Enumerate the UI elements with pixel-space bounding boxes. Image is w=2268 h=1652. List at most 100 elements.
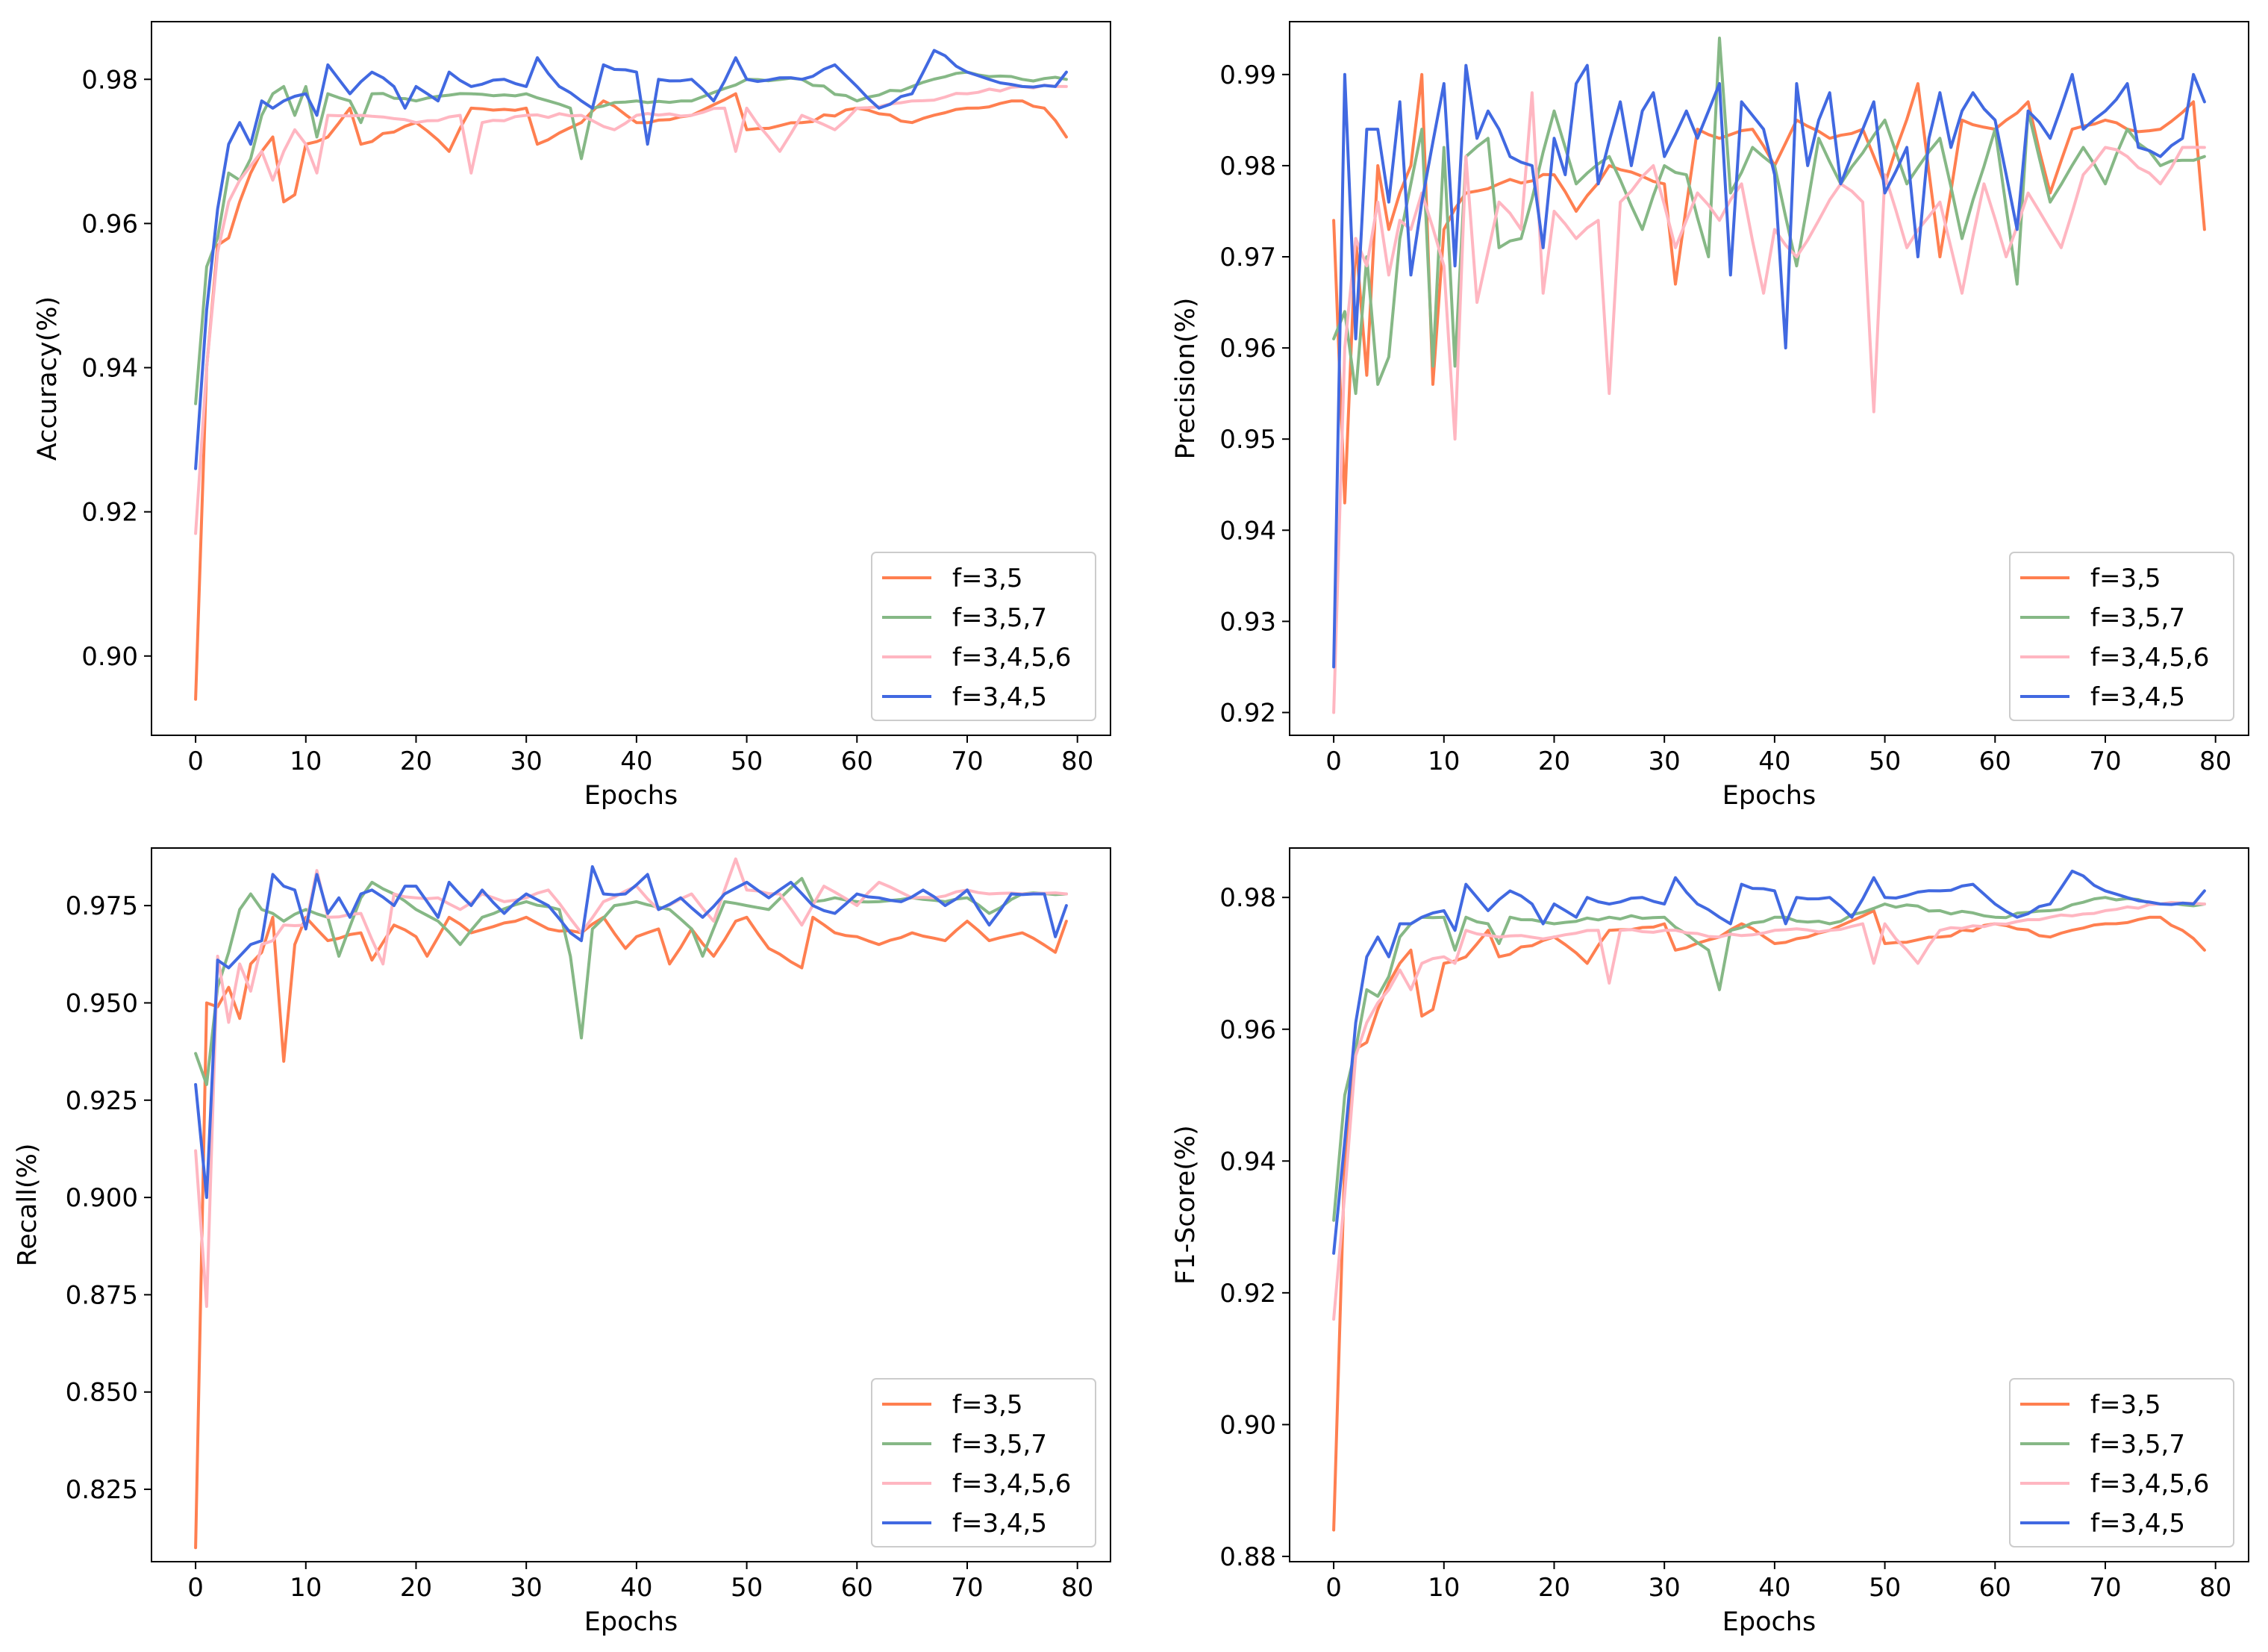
precision-y-tick-label: 0.97: [1219, 243, 1276, 272]
recall-y-tick-label: 0.900: [66, 1183, 138, 1213]
f1-y-axis-label: F1-Score(%): [1171, 1125, 1201, 1285]
accuracy-y-tick-label: 0.96: [81, 209, 138, 239]
accuracy-legend-box: [871, 552, 1096, 721]
f1-legend-label-4: f=3,4,5: [2090, 1509, 2185, 1539]
accuracy-x-tick-label: 0: [187, 746, 204, 776]
f1-y-tick-label: 0.98: [1219, 883, 1276, 913]
f1-x-tick-label: 60: [1979, 1573, 2011, 1603]
f1-x-tick-label: 20: [1538, 1573, 1570, 1603]
accuracy-legend: f=3,5 f=3,5,7 f=3,4,5,6 f=3,4,5: [871, 552, 1096, 721]
precision-series-line-3: [1332, 91, 2206, 714]
f1-x-tick-label: 0: [1325, 1573, 1342, 1603]
precision-y-tick-label: 0.95: [1219, 425, 1276, 455]
precision-x-tick-label: 20: [1538, 746, 1570, 776]
precision-axes-frame: [1289, 21, 2249, 736]
f1-x-tick-label: 10: [1428, 1573, 1460, 1603]
precision-x-tick-label: 50: [1869, 746, 1901, 776]
recall-axes-frame: [151, 847, 1111, 1562]
accuracy-legend-label-2: f=3,5,7: [952, 603, 1047, 633]
precision-y-tick-label: 0.92: [1219, 698, 1276, 728]
precision-legend-label-2: f=3,5,7: [2090, 603, 2185, 633]
accuracy-axes-frame: [151, 21, 1111, 736]
recall-x-axis-label: Epochs: [584, 1607, 678, 1637]
precision-legend-label-3: f=3,4,5,6: [2090, 643, 2209, 673]
accuracy-y-axis-label: Accuracy(%): [33, 296, 63, 461]
f1-x-tick-label: 70: [2089, 1573, 2121, 1603]
precision-x-tick-label: 60: [1979, 746, 2011, 776]
recall-y-tick-label: 0.950: [66, 988, 138, 1018]
accuracy-legend-label-1: f=3,5: [952, 564, 1023, 593]
accuracy-chart: 0 10 20 30 40 50 60 70 80 0.90 0.92 0.94 0.96 0.98 Epo…: [33, 21, 1111, 811]
accuracy-x-tick-label: 80: [1061, 746, 1093, 776]
precision-chart: 0 10 20 30 40 50 60 70 80 0.92 0.93 0.94 0.95 0.96 0.9…: [1171, 21, 2249, 811]
recall-series-line-2: [194, 876, 1068, 1086]
f1-series-line-4: [1332, 869, 2206, 1255]
recall-legend-label-1: f=3,5: [952, 1390, 1023, 1420]
recall-y-tick-label: 0.925: [66, 1086, 138, 1116]
accuracy-x-axis-label: Epochs: [584, 781, 678, 811]
accuracy-y-tick-label: 0.98: [81, 65, 138, 95]
accuracy-x-tick-label: 40: [620, 746, 652, 776]
recall-legend-box: [871, 1378, 1096, 1547]
precision-x-tick-label: 70: [2089, 746, 2121, 776]
accuracy-legend-label-4: f=3,4,5: [952, 682, 1047, 712]
precision-x-tick-label: 30: [1649, 746, 1681, 776]
f1-legend: f=3,5 f=3,5,7 f=3,4,5,6 f=3,4,5: [2009, 1378, 2234, 1547]
f1-y-tick-label: 0.96: [1219, 1015, 1276, 1045]
recall-series-line-1: [194, 915, 1068, 1550]
recall-x-tick-label: 50: [731, 1573, 763, 1603]
f1-y-tick-label: 0.90: [1219, 1410, 1276, 1440]
recall-legend-label-2: f=3,5,7: [952, 1430, 1047, 1459]
accuracy-y-tick-label: 0.90: [81, 642, 138, 672]
recall-legend: f=3,5 f=3,5,7 f=3,4,5,6 f=3,4,5: [871, 1378, 1096, 1547]
f1-x-tick-label: 40: [1758, 1573, 1790, 1603]
f1-score-chart: 0 10 20 30 40 50 60 70 80 0.88 0.90 0.92 0.94 0.96 0.9…: [1171, 847, 2249, 1637]
accuracy-series-line-2: [194, 70, 1068, 405]
recall-y-tick-label: 0.975: [66, 891, 138, 921]
precision-x-tick-label: 0: [1325, 746, 1342, 776]
precision-x-tick-label: 10: [1428, 746, 1460, 776]
recall-x-tick-label: 80: [1061, 1573, 1093, 1603]
accuracy-x-tick-label: 50: [731, 746, 763, 776]
recall-x-tick-label: 10: [290, 1573, 322, 1603]
recall-plot-area: [194, 857, 1068, 1550]
recall-series-line-3: [194, 857, 1068, 1309]
precision-series-line-1: [1332, 72, 2206, 505]
recall-legend-label-4: f=3,4,5: [952, 1509, 1047, 1539]
recall-legend-label-3: f=3,4,5,6: [952, 1469, 1071, 1499]
f1-legend-label-1: f=3,5: [2090, 1390, 2161, 1420]
accuracy-x-tick-label: 30: [510, 746, 543, 776]
accuracy-y-tick-label: 0.94: [81, 354, 138, 384]
precision-y-tick-label: 0.93: [1219, 607, 1276, 637]
precision-legend-label-4: f=3,4,5: [2090, 682, 2185, 712]
precision-y-tick-label: 0.96: [1219, 334, 1276, 364]
accuracy-legend-label-3: f=3,4,5,6: [952, 643, 1071, 673]
f1-x-tick-label: 80: [2199, 1573, 2231, 1603]
recall-x-tick-label: 40: [620, 1573, 652, 1603]
precision-x-tick-label: 80: [2199, 746, 2231, 776]
precision-x-tick-label: 40: [1758, 746, 1790, 776]
f1-x-tick-label: 50: [1869, 1573, 1901, 1603]
recall-y-tick-label: 0.825: [66, 1475, 138, 1505]
precision-y-axis-label: Precision(%): [1171, 298, 1201, 460]
recall-x-tick-label: 20: [400, 1573, 432, 1603]
f1-y-tick-label: 0.94: [1219, 1147, 1276, 1176]
f1-series-line-3: [1332, 901, 2206, 1321]
recall-x-tick-label: 60: [841, 1573, 873, 1603]
f1-x-axis-label: Epochs: [1722, 1607, 1816, 1637]
recall-x-tick-label: 0: [187, 1573, 204, 1603]
precision-y-tick-label: 0.98: [1219, 152, 1276, 181]
precision-plot-area: [1332, 37, 2206, 714]
accuracy-x-tick-label: 70: [951, 746, 983, 776]
precision-series-line-4: [1332, 63, 2206, 669]
f1-legend-label-3: f=3,4,5,6: [2090, 1469, 2209, 1499]
f1-series-line-2: [1332, 896, 2206, 1222]
accuracy-plot-area: [194, 49, 1068, 701]
f1-series-line-1: [1332, 908, 2206, 1532]
recall-series-line-4: [194, 865, 1068, 1200]
recall-y-tick-label: 0.875: [66, 1280, 138, 1310]
f1-legend-box: [2009, 1378, 2234, 1547]
f1-y-tick-label: 0.88: [1219, 1542, 1276, 1572]
f1-legend-label-2: f=3,5,7: [2090, 1430, 2185, 1459]
